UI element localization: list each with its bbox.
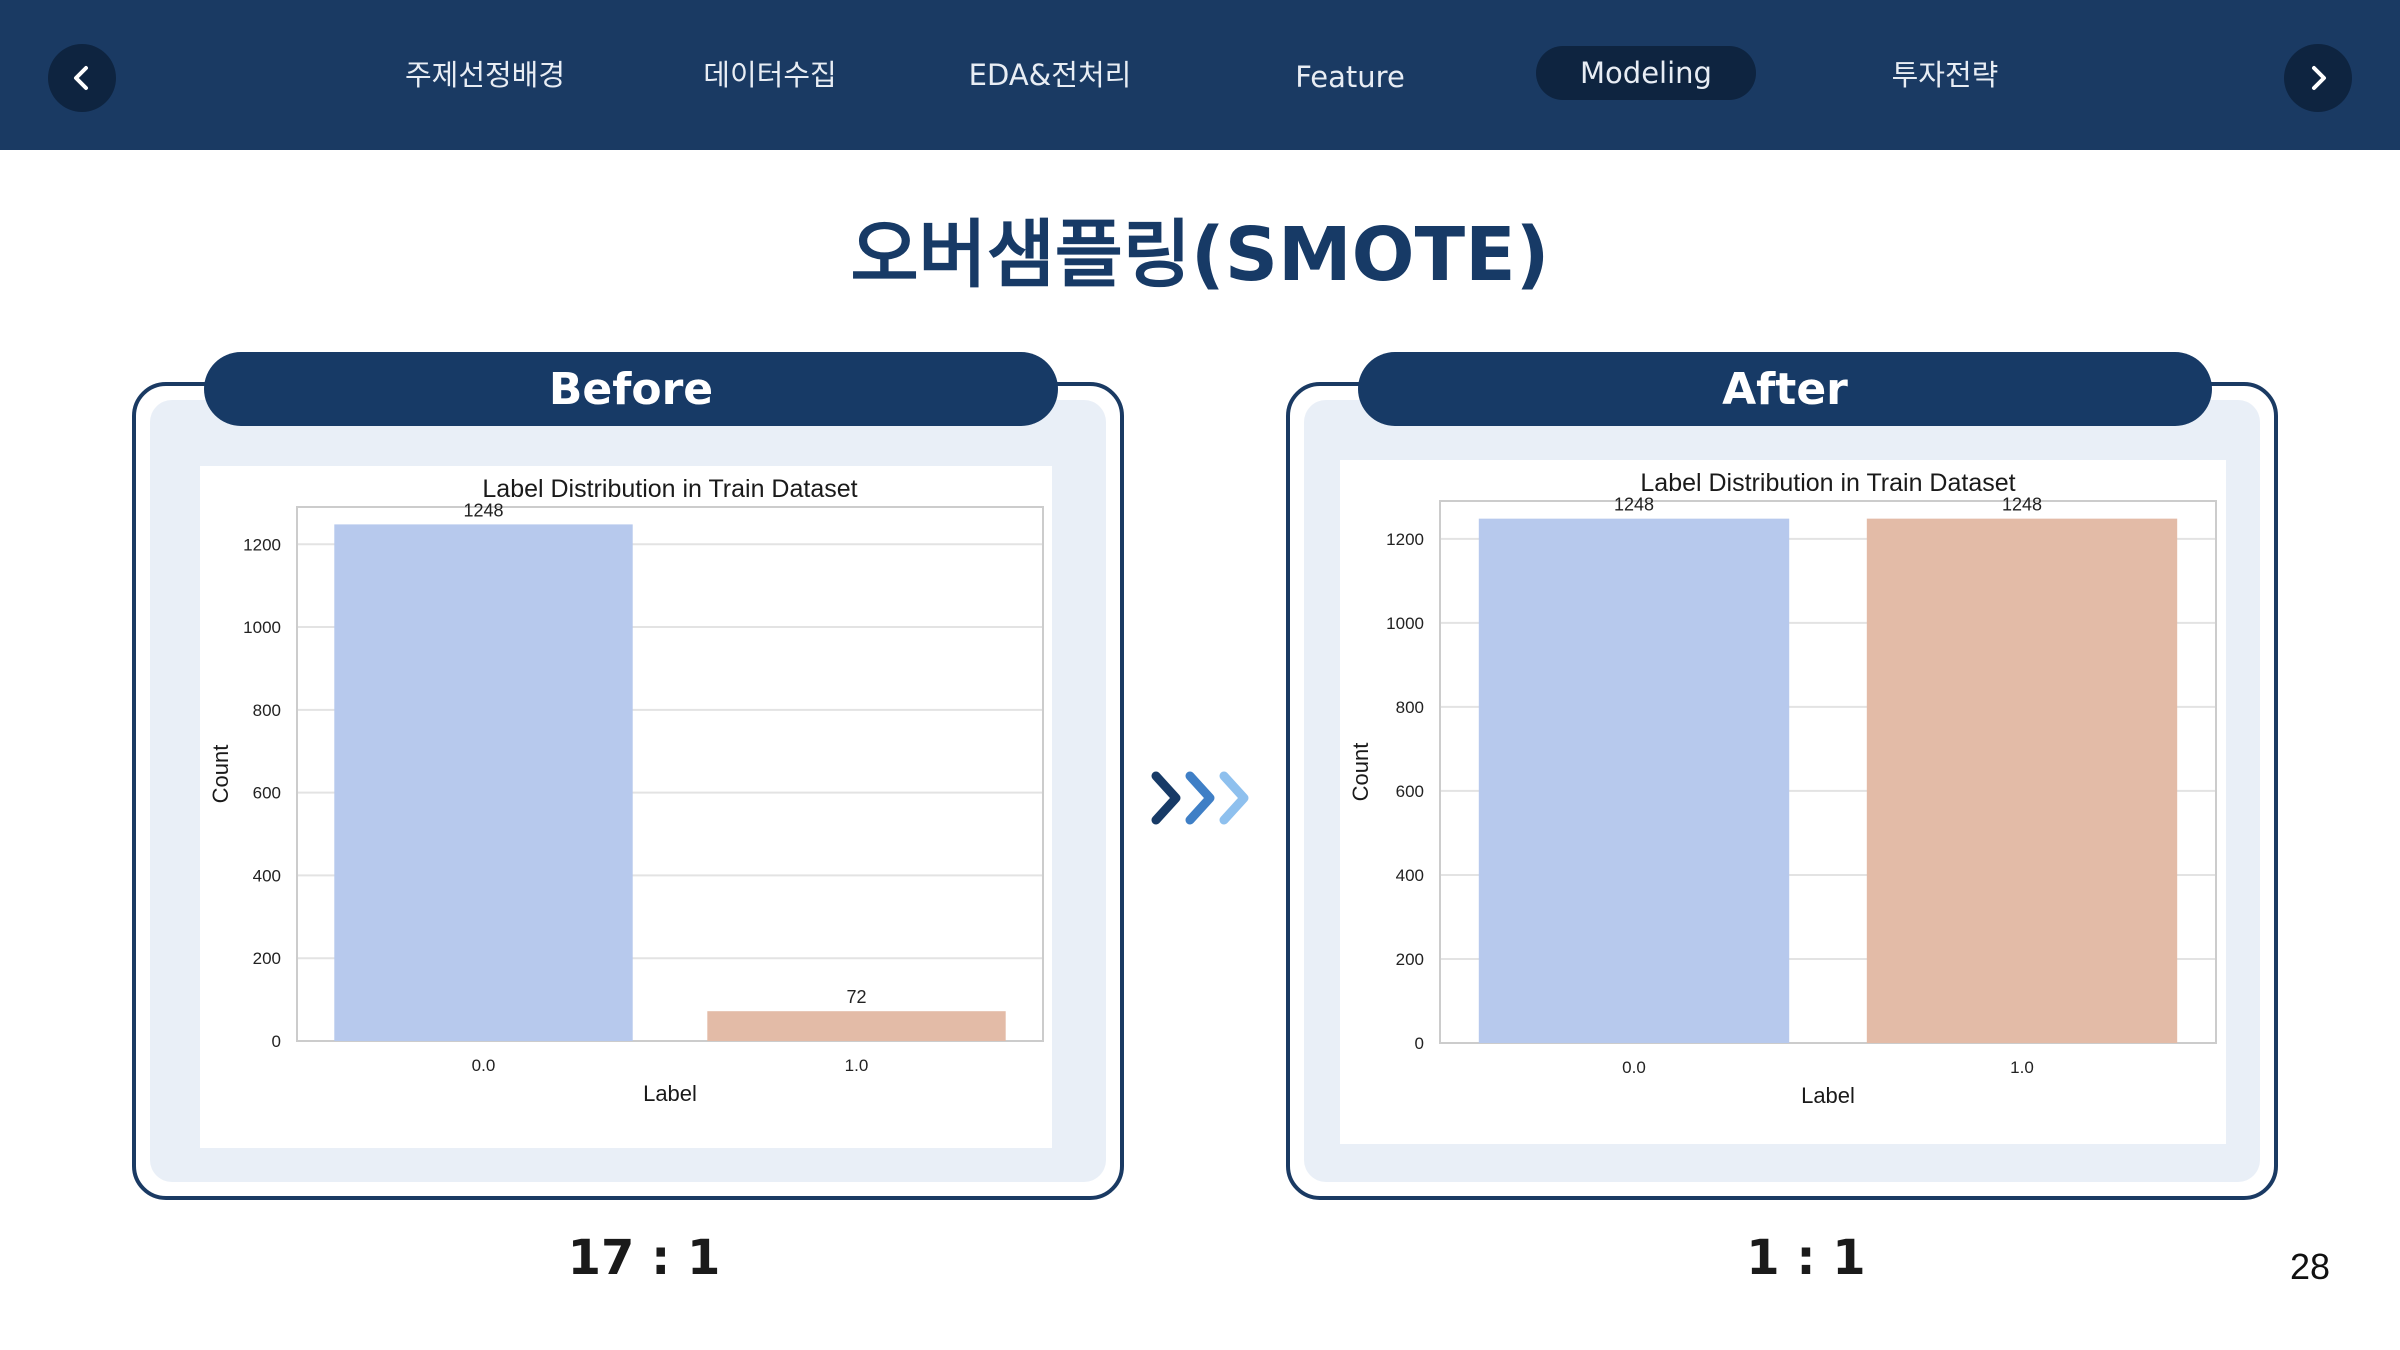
chart-title: Label Distribution in Train Dataset bbox=[1640, 469, 2015, 497]
after-chart: 0 200 400 600 800 1000 1200 1248 0.0 1248 1.0 Label… bbox=[1340, 460, 2226, 1144]
before-chart-svg: 0 200 400 600 800 1000 1200 1248 0.0 72 1.0 Label D… bbox=[208, 475, 1044, 1106]
bar-data-label: 72 bbox=[846, 987, 866, 1007]
y-tick-label: 200 bbox=[253, 949, 281, 968]
chevron-left-icon bbox=[74, 66, 88, 90]
chevron-right-icon bbox=[2312, 66, 2326, 90]
page-title: 오버샘플링(SMOTE) bbox=[850, 212, 1550, 298]
y-tick-label: 800 bbox=[1396, 698, 1424, 717]
bar bbox=[1866, 518, 2178, 1043]
y-tick-label: 0 bbox=[1415, 1034, 1424, 1053]
previous-slide-button[interactable] bbox=[48, 44, 116, 112]
chart-title: Label Distribution in Train Dataset bbox=[482, 475, 857, 503]
y-tick-label: 0 bbox=[272, 1032, 281, 1051]
plot-frame bbox=[1439, 500, 2217, 1044]
y-tick-label: 1000 bbox=[243, 618, 281, 637]
next-slide-button[interactable] bbox=[2284, 44, 2352, 112]
tab-feature[interactable]: Feature bbox=[1295, 60, 1405, 94]
bar bbox=[334, 524, 633, 1041]
plot-frame bbox=[296, 506, 1044, 1042]
after-chart-svg: 0 200 400 600 800 1000 1200 1248 0.0 1248 1.0 Label… bbox=[1348, 469, 2217, 1108]
y-tick-label: 1200 bbox=[243, 535, 281, 554]
tab-topic-background[interactable]: 주제선정배경 bbox=[404, 58, 566, 92]
y-tick-label: 400 bbox=[253, 866, 281, 885]
before-chart: 0 200 400 600 800 1000 1200 1248 0.0 72 1.0 Label D… bbox=[200, 466, 1052, 1148]
y-tick-label: 600 bbox=[253, 784, 281, 803]
bar bbox=[707, 1011, 1006, 1041]
before-header: Before bbox=[204, 352, 1058, 426]
y-tick-label: 200 bbox=[1396, 950, 1424, 969]
y-tick-label: 400 bbox=[1396, 866, 1424, 885]
x-axis-label: Label bbox=[643, 1081, 697, 1106]
after-ratio: 1 : 1 bbox=[1746, 1230, 1866, 1286]
bar bbox=[1478, 518, 1790, 1043]
triple-chevron-right-icon bbox=[1151, 771, 1249, 825]
y-axis-label: Count bbox=[1348, 743, 1373, 802]
x-tick-label: 0.0 bbox=[472, 1056, 496, 1075]
x-axis-label: Label bbox=[1801, 1083, 1855, 1108]
tab-eda-preprocessing[interactable]: EDA&전처리 bbox=[968, 58, 1132, 92]
y-tick-label: 1000 bbox=[1386, 614, 1424, 633]
x-tick-label: 1.0 bbox=[845, 1056, 869, 1075]
bar-data-label: 1248 bbox=[1614, 495, 1654, 515]
before-ratio: 17 : 1 bbox=[567, 1230, 721, 1286]
after-header: After bbox=[1358, 352, 2212, 426]
y-axis-label: Count bbox=[208, 745, 233, 804]
page-number: 28 bbox=[2290, 1246, 2331, 1287]
y-tick-label: 1200 bbox=[1386, 530, 1424, 549]
bar-data-label: 1248 bbox=[463, 500, 503, 520]
y-tick-label: 600 bbox=[1396, 782, 1424, 801]
tab-data-collection[interactable]: 데이터수집 bbox=[703, 58, 837, 92]
x-tick-label: 1.0 bbox=[2010, 1058, 2034, 1077]
bar-data-label: 1248 bbox=[2002, 495, 2042, 515]
tab-investment-strategy[interactable]: 투자전략 bbox=[1891, 58, 1999, 92]
top-navigation-bar bbox=[0, 0, 2400, 150]
tab-modeling[interactable]: Modeling bbox=[1536, 46, 1756, 100]
y-tick-label: 800 bbox=[253, 701, 281, 720]
x-tick-label: 0.0 bbox=[1622, 1058, 1646, 1077]
